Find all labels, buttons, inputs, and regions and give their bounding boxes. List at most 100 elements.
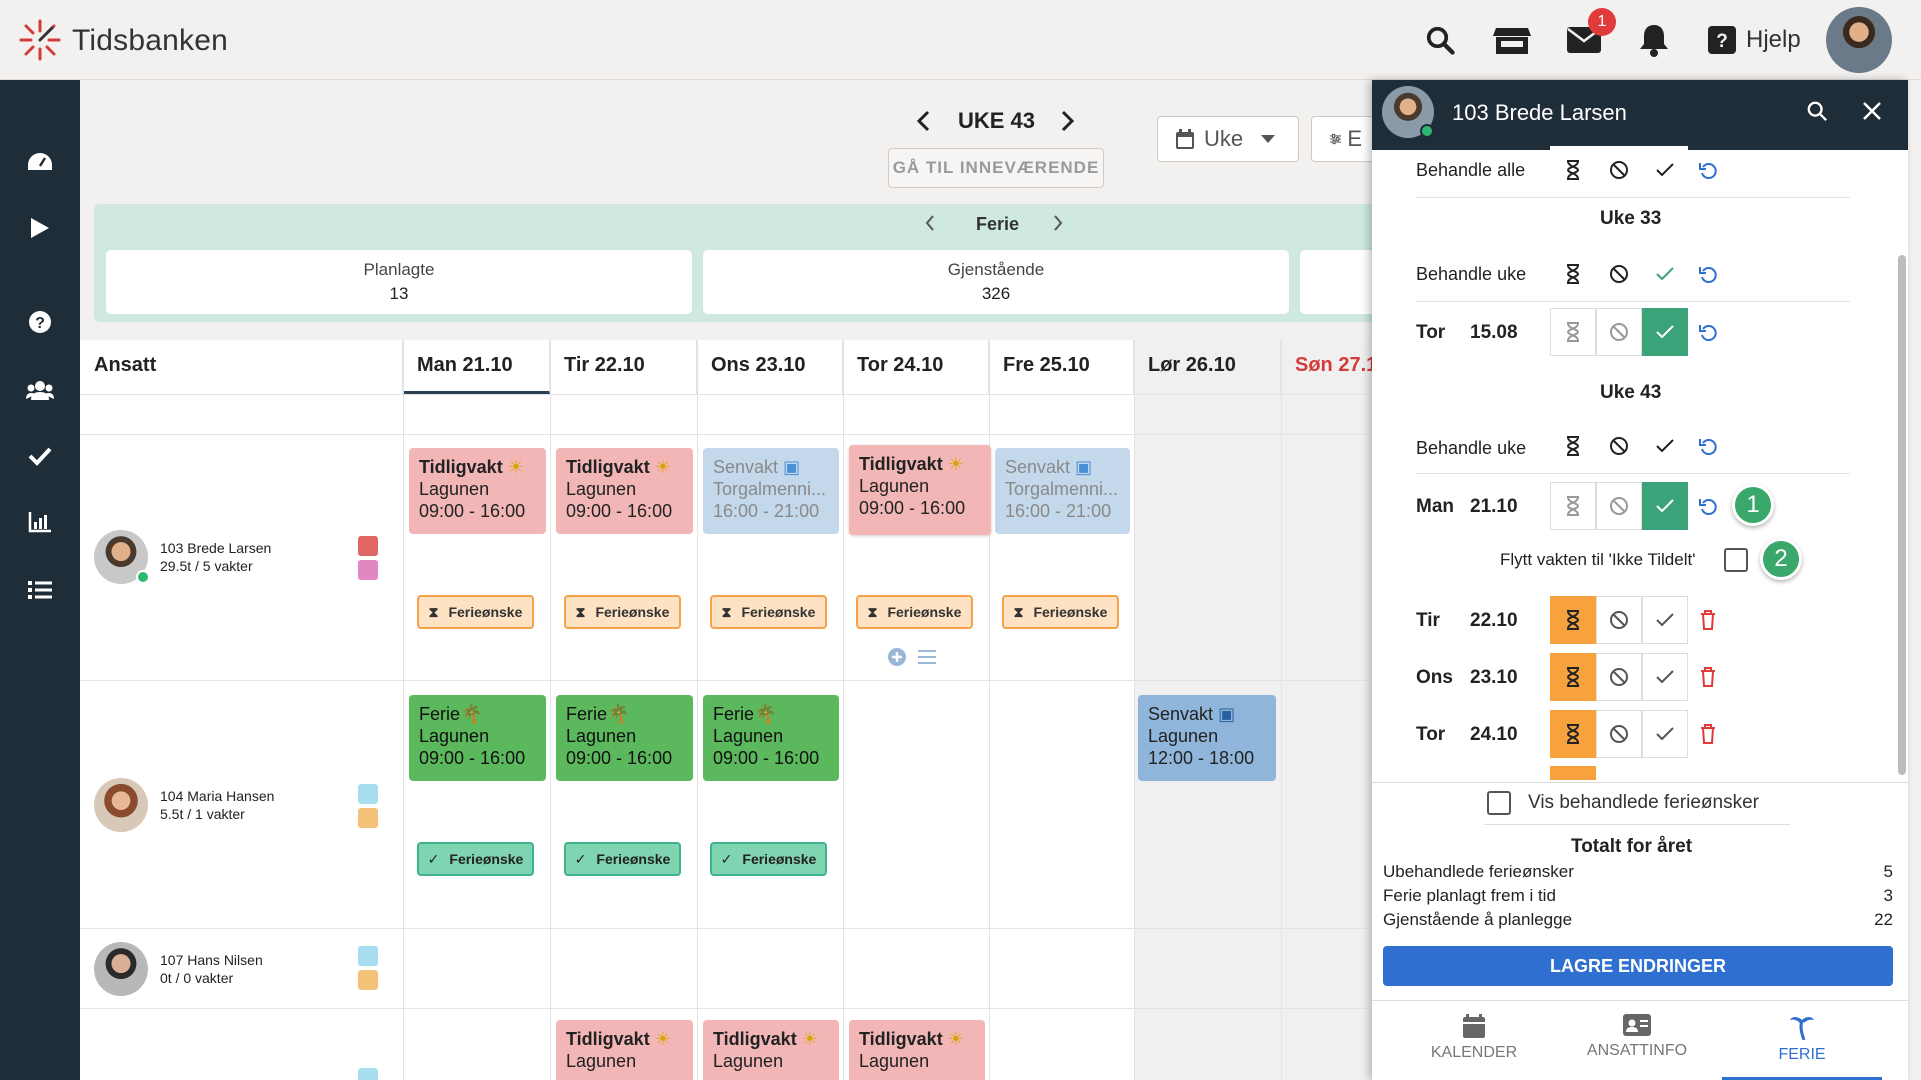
search-icon[interactable]	[1806, 100, 1828, 127]
undo-button[interactable]	[1688, 482, 1728, 530]
pending-button[interactable]	[1550, 308, 1596, 356]
summary-title: Ferie	[976, 214, 1020, 234]
day-header-sun[interactable]: Søn 27.1	[1281, 340, 1381, 394]
pending-button[interactable]	[1550, 710, 1596, 758]
approve-button[interactable]	[1642, 596, 1688, 644]
user-avatar[interactable]	[1826, 7, 1892, 73]
show-processed-checkbox[interactable]	[1487, 791, 1511, 815]
pending-button[interactable]	[1550, 596, 1596, 644]
shift-card[interactable]: Tidligvakt ☀ Lagunen	[703, 1020, 839, 1080]
tab-calendar[interactable]: KALENDER	[1394, 1010, 1554, 1080]
shift-card[interactable]: Tidligvakt ☀ Lagunen	[556, 1020, 693, 1080]
vacation-request-tag[interactable]: ⧗ Ferieønske	[564, 595, 681, 629]
pending-button[interactable]	[1550, 482, 1596, 530]
dashboard-icon[interactable]	[20, 142, 60, 182]
shift-card[interactable]: Tidligvakt ☀ Lagunen 09:00 - 16:00	[849, 445, 991, 535]
reject-button[interactable]	[1596, 596, 1642, 644]
vacation-approved-tag[interactable]: ✓ Ferieønske	[564, 842, 681, 876]
play-icon[interactable]	[20, 208, 60, 248]
shift-card[interactable]: Tidligvakt ☀ Lagunen 09:00 - 16:00	[409, 448, 546, 534]
next-week-button[interactable]	[1050, 103, 1086, 139]
tab-employee-info[interactable]: ANSATTINFO	[1557, 1010, 1717, 1080]
delete-button[interactable]	[1688, 653, 1728, 701]
day-header-thu[interactable]: Tor 24.10	[843, 340, 989, 394]
day-header-sat[interactable]: Lør 26.10	[1134, 340, 1281, 394]
day-header-mon[interactable]: Man 21.10	[403, 340, 550, 394]
shift-card[interactable]: Senvakt ▣ Torgalmenni... 16:00 - 21:00	[995, 448, 1130, 534]
vacation-approved-tag[interactable]: ✓ Ferieønske	[417, 842, 534, 876]
approve-button[interactable]	[1642, 422, 1688, 470]
bell-icon[interactable]	[1634, 20, 1674, 60]
approve-button[interactable]	[1642, 653, 1688, 701]
pending-button[interactable]	[1550, 653, 1596, 701]
vacation-request-tag[interactable]: ⧗ Ferieønske	[710, 595, 827, 629]
undo-button[interactable]	[1688, 422, 1728, 470]
vacation-card[interactable]: Ferie🌴 Lagunen 09:00 - 16:00	[556, 695, 693, 781]
summary-prev-button[interactable]	[924, 214, 936, 237]
approve-button[interactable]	[1642, 308, 1688, 356]
panel-scrollbar[interactable]	[1898, 255, 1906, 775]
brand-name[interactable]: Tidsbanken	[72, 24, 228, 57]
reject-button[interactable]	[1596, 482, 1642, 530]
request-actions	[1550, 710, 1728, 758]
employee-row-103[interactable]: 103 Brede Larsen 29.5t / 5 vakter	[94, 530, 271, 584]
move-to-unassigned-checkbox[interactable]	[1724, 548, 1748, 572]
vacation-card[interactable]: Ferie🌴 Lagunen 09:00 - 16:00	[409, 695, 546, 781]
pending-button[interactable]	[1550, 422, 1596, 470]
tidsbanken-logo-icon[interactable]	[18, 18, 62, 62]
approve-button[interactable]	[1642, 250, 1688, 298]
help-label[interactable]: Hjelp	[1746, 26, 1801, 53]
vacation-request-tag[interactable]: ⧗ Ferieønske	[1002, 595, 1119, 629]
shift-card[interactable]: Tidligvakt ☀ Lagunen	[849, 1020, 985, 1080]
vacation-approved-tag[interactable]: ✓ Ferieønske	[710, 842, 827, 876]
undo-button[interactable]	[1688, 308, 1728, 356]
reject-button[interactable]	[1596, 250, 1642, 298]
day-header-fri[interactable]: Fre 25.10	[989, 340, 1134, 394]
reject-button[interactable]	[1596, 653, 1642, 701]
employee-row-104[interactable]: 104 Maria Hansen 5.5t / 1 vakter	[94, 778, 274, 832]
approve-button[interactable]	[1642, 710, 1688, 758]
approve-button[interactable]	[1642, 146, 1688, 194]
reject-button[interactable]	[1596, 710, 1642, 758]
ban-icon	[1610, 437, 1628, 455]
store-icon[interactable]	[1492, 20, 1532, 60]
shift-card[interactable]: Senvakt ▣ Torgalmenni... 16:00 - 21:00	[703, 448, 839, 534]
help-icon[interactable]: ?	[1702, 20, 1742, 60]
vacation-card[interactable]: Ferie🌴 Lagunen 09:00 - 16:00	[703, 695, 839, 781]
summary-next-button[interactable]	[1052, 214, 1064, 237]
pending-button-partial[interactable]	[1550, 766, 1596, 780]
menu-icon[interactable]	[918, 649, 936, 670]
shift-card[interactable]: Tidligvakt ☀ Lagunen 09:00 - 16:00	[556, 448, 693, 534]
day-header-wed[interactable]: Ons 23.10	[697, 340, 843, 394]
view-select[interactable]: Uke	[1157, 116, 1299, 162]
prev-week-button[interactable]	[905, 103, 941, 139]
vacation-request-tag[interactable]: ⧗ Ferieønske	[417, 595, 534, 629]
undo-button[interactable]	[1688, 146, 1728, 194]
reject-button[interactable]	[1596, 308, 1642, 356]
delete-button[interactable]	[1688, 596, 1728, 644]
add-shift-icon[interactable]	[887, 647, 907, 672]
shift-card[interactable]: Senvakt ▣ Lagunen 12:00 - 18:00	[1138, 695, 1276, 781]
pending-button[interactable]	[1550, 250, 1596, 298]
chart-icon[interactable]	[20, 502, 60, 542]
request-day: Man	[1416, 496, 1454, 517]
delete-button[interactable]	[1688, 710, 1728, 758]
vacation-request-tag[interactable]: ⧗ Ferieønske	[856, 595, 973, 629]
undo-button[interactable]	[1688, 250, 1728, 298]
goto-current-week-button[interactable]: GÅ TIL INNEVÆRENDE	[888, 148, 1104, 188]
approve-button[interactable]	[1642, 482, 1688, 530]
filter-button[interactable]: E	[1311, 116, 1381, 162]
search-icon[interactable]	[1420, 20, 1460, 60]
users-icon[interactable]	[20, 370, 60, 410]
employee-row-107[interactable]: 107 Hans Nilsen 0t / 0 vakter	[94, 942, 263, 996]
tab-vacation[interactable]: FERIE	[1722, 1010, 1882, 1080]
question-icon[interactable]: ?	[20, 302, 60, 342]
reject-button[interactable]	[1596, 422, 1642, 470]
list-icon[interactable]	[20, 570, 60, 610]
save-changes-button[interactable]: LAGRE ENDRINGER	[1383, 946, 1893, 986]
checkmark-icon[interactable]	[20, 436, 60, 476]
pending-button[interactable]	[1550, 146, 1596, 194]
reject-button[interactable]	[1596, 146, 1642, 194]
day-header-tue[interactable]: Tir 22.10	[550, 340, 697, 394]
close-icon[interactable]	[1862, 101, 1882, 126]
